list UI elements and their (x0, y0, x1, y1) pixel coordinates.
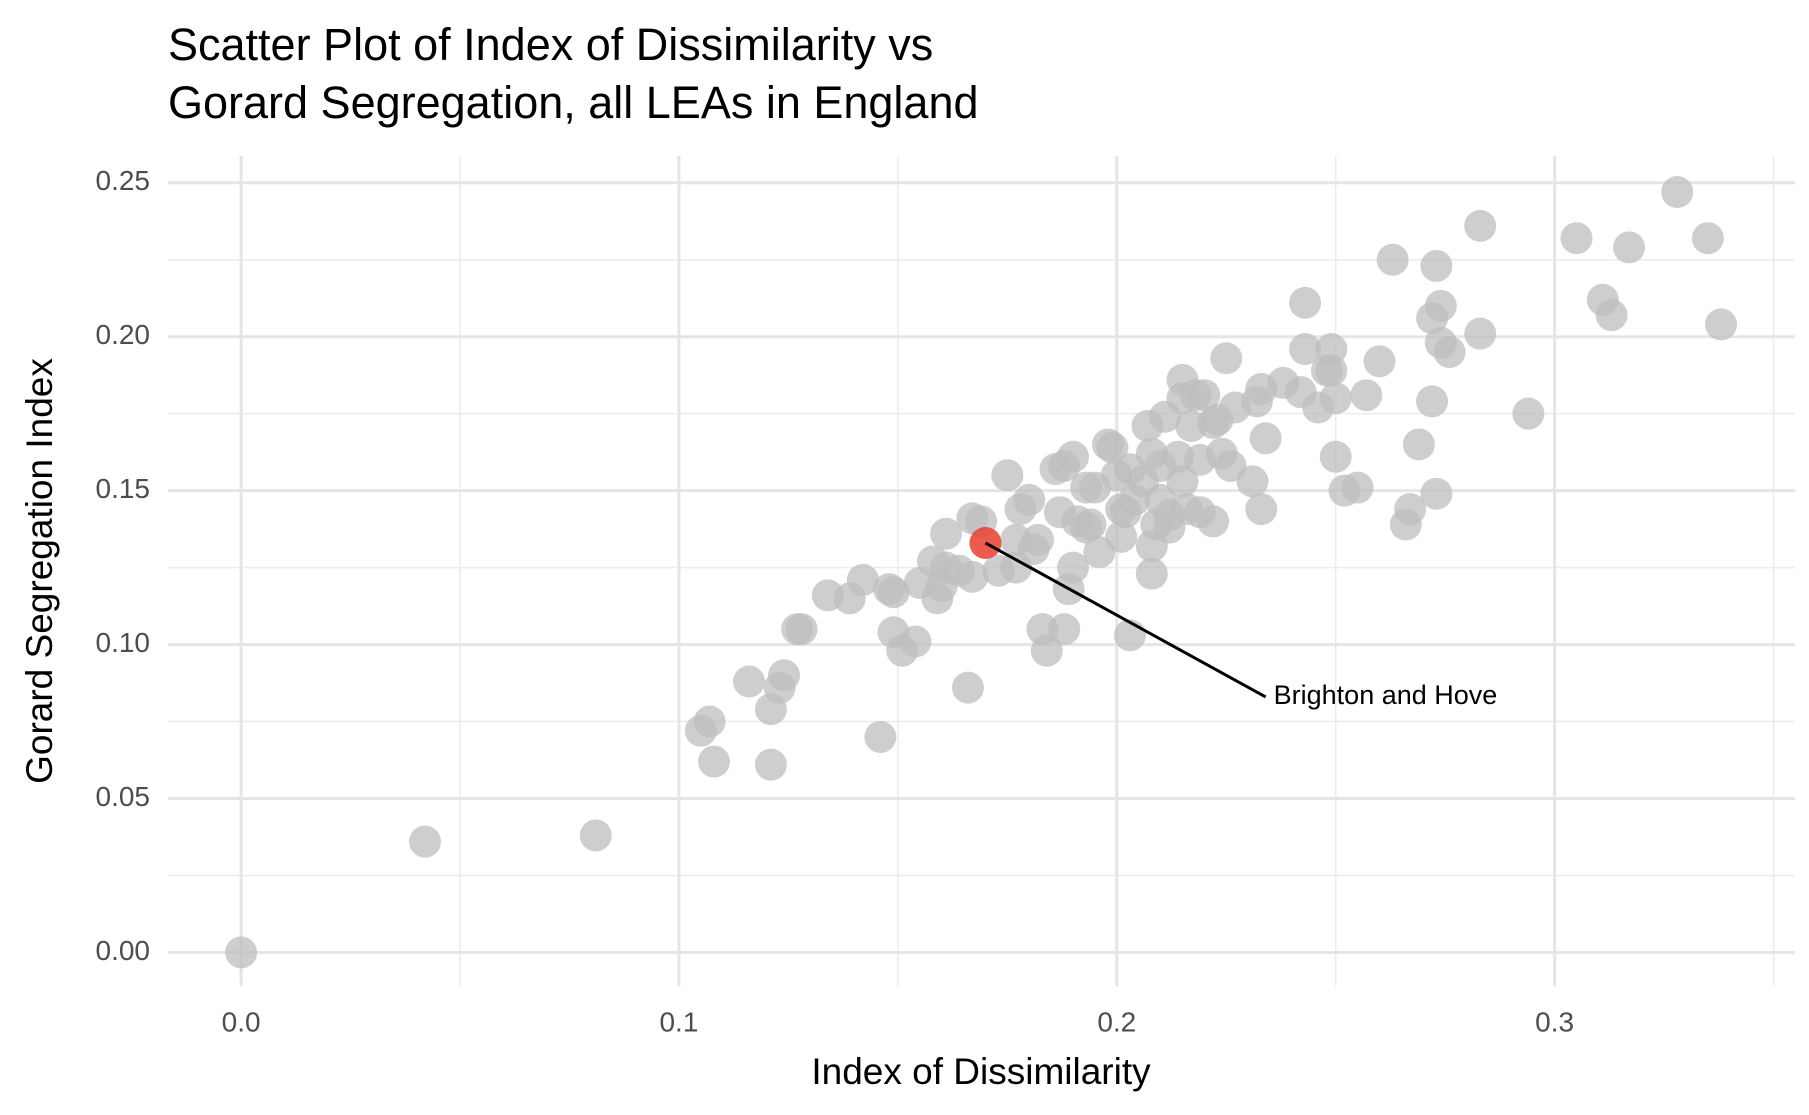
point (1595, 299, 1628, 332)
point (1350, 379, 1383, 412)
y-tick-label: 0.20 (96, 319, 151, 350)
point (785, 613, 818, 646)
point (1105, 520, 1138, 553)
point (1691, 222, 1724, 255)
x-tick-label: 0.3 (1535, 1006, 1574, 1037)
point (1363, 345, 1396, 378)
point (1057, 551, 1090, 584)
point (1560, 222, 1593, 255)
annotation-label: Brighton and Hove (1274, 680, 1498, 710)
point (1376, 243, 1409, 276)
point (1289, 286, 1322, 319)
chart-title: Scatter Plot of Index of Dissimilarity v… (168, 19, 933, 70)
point (1402, 428, 1435, 461)
point (1464, 209, 1497, 242)
point (1166, 465, 1199, 498)
point (1236, 465, 1269, 498)
y-tick-label: 0.15 (96, 473, 151, 504)
point (1188, 379, 1221, 412)
point (1057, 440, 1090, 473)
chart-title: Gorard Segregation, all LEAs in England (168, 77, 979, 128)
point (877, 576, 910, 609)
x-tick-label: 0.1 (659, 1006, 698, 1037)
point (846, 563, 879, 596)
point (1464, 317, 1497, 350)
point (1315, 354, 1348, 387)
point (1249, 422, 1282, 455)
y-axis-title: Gorard Segregation Index (19, 358, 60, 784)
point (1135, 557, 1168, 590)
point (930, 517, 963, 550)
point (225, 936, 258, 969)
point (1319, 382, 1352, 415)
annotation-line (984, 541, 1267, 699)
point (1319, 440, 1352, 473)
point (1113, 619, 1146, 652)
point (1661, 176, 1694, 209)
point (579, 819, 612, 852)
point (1013, 483, 1046, 516)
y-tick-label: 0.25 (96, 165, 151, 196)
point (1197, 505, 1230, 538)
point (1420, 477, 1453, 510)
point (1021, 523, 1054, 556)
y-tick-label: 0.00 (96, 935, 151, 966)
point (1048, 613, 1081, 646)
point (991, 459, 1024, 492)
point (1420, 249, 1453, 282)
x-tick-label: 0.2 (1097, 1006, 1136, 1037)
point (1289, 333, 1322, 366)
point (1210, 342, 1243, 375)
point (951, 671, 984, 704)
y-tick-label: 0.05 (96, 781, 151, 812)
point (733, 665, 766, 698)
point (1424, 289, 1457, 322)
point (754, 748, 787, 781)
point (768, 659, 801, 692)
point (1705, 308, 1738, 341)
point (1613, 231, 1646, 264)
point (1030, 634, 1063, 667)
point (1512, 397, 1545, 430)
y-tick-label: 0.10 (96, 627, 151, 658)
point (1416, 385, 1449, 418)
point (1394, 493, 1427, 526)
x-axis-title: Index of Dissimilarity (811, 1051, 1151, 1092)
point (1433, 336, 1466, 369)
point (956, 560, 989, 593)
point (1096, 431, 1129, 464)
point (1245, 493, 1278, 526)
point (899, 625, 932, 658)
x-tick-label: 0.0 (222, 1006, 261, 1037)
point (1074, 508, 1107, 541)
point (693, 705, 726, 738)
point (697, 745, 730, 778)
point (1341, 471, 1374, 504)
point (864, 720, 897, 753)
point (409, 825, 442, 858)
